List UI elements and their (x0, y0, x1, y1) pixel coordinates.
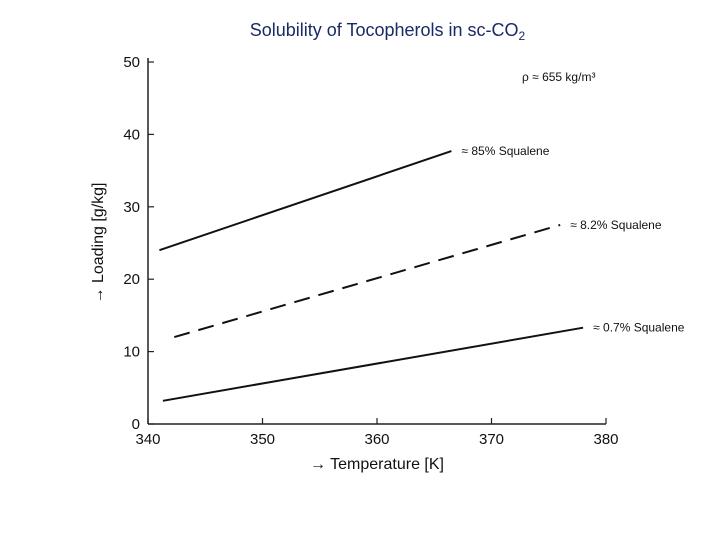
x-axis-label: → Temperature [K] (310, 456, 444, 473)
series-label-1: ≈ 85% Squalene (461, 144, 549, 158)
x-tick-label: 360 (364, 431, 389, 448)
y-tick-label: 50 (123, 54, 140, 71)
x-tick-label: 340 (135, 431, 160, 448)
y-tick-label: 0 (132, 416, 140, 433)
y-tick-label: 20 (123, 271, 140, 288)
x-tick-label: 370 (479, 431, 504, 448)
y-axis-label: → Loading [g/kg] (90, 183, 107, 304)
series-line-2 (174, 223, 561, 339)
series-line-3 (162, 326, 584, 402)
density-annotation: ρ ≈ 655 kg/m³ (522, 70, 595, 84)
y-tick-label: 10 (123, 344, 140, 361)
y-tick-label: 40 (123, 126, 140, 143)
series-label-3: ≈ 0.7% Squalene (593, 321, 685, 335)
x-tick-label: 350 (250, 431, 275, 448)
series-label-2: ≈ 8.2% Squalene (570, 218, 662, 232)
chart-title-subscript: 2 (518, 29, 526, 43)
y-tick-label: 30 (123, 199, 140, 216)
series-line-1 (159, 150, 452, 252)
chart-title: Solubility of Tocopherols in sc-CO2 (0, 20, 720, 43)
x-tick-label: 380 (593, 431, 618, 448)
chart-title-text: Solubility of Tocopherols in sc-CO (249, 20, 519, 40)
